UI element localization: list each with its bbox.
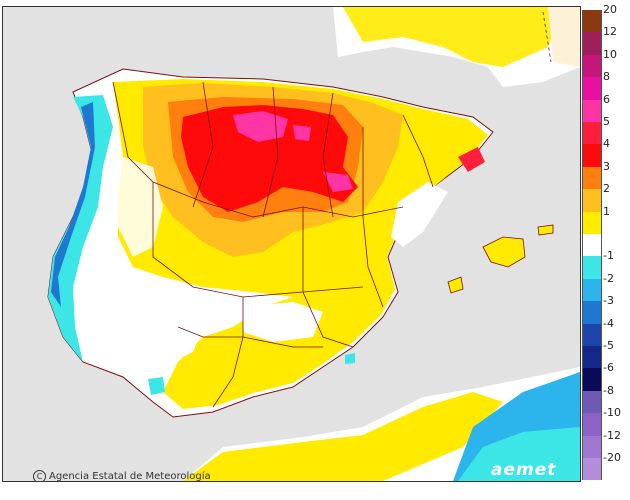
map-frame: C Agencia Estatal de Meteorología aemet (2, 6, 581, 482)
white-patch-east (391, 182, 448, 247)
legend-label: -12 (603, 428, 621, 442)
legend-label: -4 (603, 316, 614, 330)
legend-label: -1 (603, 249, 614, 263)
legend-swatch (582, 77, 602, 100)
white-patch-west (118, 157, 163, 257)
menorca (537, 224, 554, 236)
legend-swatch (582, 234, 602, 257)
legend-swatch (582, 301, 602, 324)
africa-cyan (458, 427, 580, 481)
aemet-logo: aemet (491, 460, 557, 480)
legend-swatch (582, 458, 602, 481)
ibiza (447, 276, 464, 294)
legend-swatch (582, 211, 602, 234)
legend-label: -3 (603, 294, 614, 308)
white-patch-south (93, 282, 203, 367)
legend-swatch (582, 346, 602, 369)
legend-label: 4 (603, 137, 610, 151)
legend-label: 8 (603, 70, 610, 84)
mallorca (482, 236, 526, 268)
anomaly-red-east (458, 147, 485, 172)
attribution-text: Agencia Estatal de Meteorología (49, 471, 211, 482)
africa-yellow (183, 392, 503, 481)
france-anomaly-yellow (343, 7, 563, 67)
legend-label: -20 (603, 451, 621, 464)
legend-swatch (582, 54, 602, 78)
legend-swatch (582, 278, 602, 302)
legend-label: -8 (603, 383, 614, 397)
legend-label: -6 (603, 361, 614, 375)
legend-label: -10 (603, 406, 621, 420)
color-legend: 20 12 10 8 6 5 4 3 2 1 -1 -2 -3 -4 -5 -6 -8 -10 -12 -20 (582, 4, 630, 481)
legend-swatch (582, 144, 602, 167)
legend-label: 6 (603, 92, 610, 106)
legend-label: 10 (603, 47, 617, 61)
south-cyan-1 (148, 377, 165, 395)
white-patch-andalusia (243, 302, 323, 342)
legend-swatch (582, 368, 602, 391)
legend-label: 20 (603, 3, 617, 16)
france-east-pale (548, 7, 580, 67)
legend-label: 12 (603, 25, 617, 39)
legend-label: 5 (603, 115, 610, 128)
legend-swatch (582, 32, 602, 55)
legend-swatch (582, 189, 602, 212)
anomaly-map (47, 7, 580, 481)
legend-swatch (582, 435, 602, 458)
anomaly-red-zone (181, 105, 358, 212)
legend-swatch (582, 166, 602, 190)
region-borders (112, 81, 434, 408)
west-blue (51, 102, 95, 307)
anomaly-pink-1 (233, 111, 288, 142)
legend-swatch (582, 256, 602, 279)
legend-label: -5 (603, 339, 614, 352)
legend-label: -2 (603, 271, 614, 285)
legend-swatch (582, 10, 602, 33)
attribution: C Agencia Estatal de Meteorología (33, 470, 211, 482)
legend-label: 2 (603, 182, 610, 196)
south-cyan-2 (345, 353, 355, 364)
legend-label: 3 (603, 159, 610, 173)
legend-swatch (582, 323, 602, 346)
legend-swatch (582, 413, 602, 436)
anomaly-pink-3 (293, 125, 311, 141)
legend-swatch (582, 390, 602, 414)
west-cyan (48, 95, 113, 362)
legend-swatch (582, 99, 602, 122)
legend-swatch (582, 122, 602, 145)
dashed-border (542, 11, 552, 63)
anomaly-pink-2 (323, 172, 353, 192)
legend-label: 1 (603, 204, 610, 218)
copyright-icon: C (33, 470, 46, 481)
